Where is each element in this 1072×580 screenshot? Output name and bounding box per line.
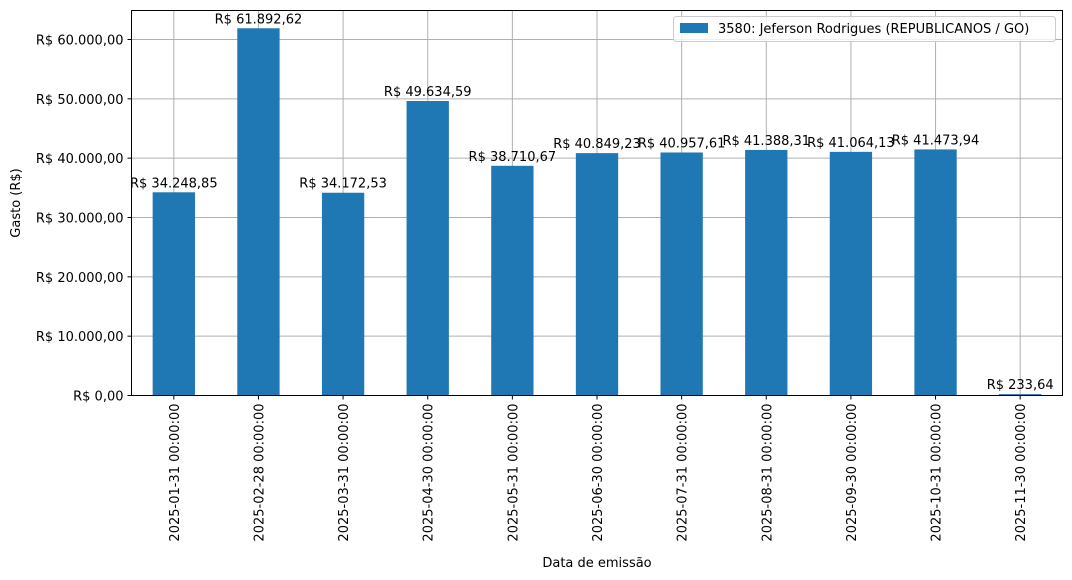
x-axis-ticks: 2025-01-31 00:00:00 2025-02-28 00:00:00 20… bbox=[168, 395, 1029, 542]
bar bbox=[745, 149, 788, 396]
y-tick-label: R$ 60.000,00 bbox=[36, 34, 124, 49]
y-axis-label: Gasto (R$) bbox=[9, 168, 24, 237]
bar-value-label: R$ 41.064,13 bbox=[807, 136, 895, 151]
bar-value-label: R$ 40.849,23 bbox=[553, 137, 641, 152]
bar-value-label: R$ 41.473,94 bbox=[892, 133, 980, 148]
bar-value-label: R$ 34.172,53 bbox=[299, 177, 387, 192]
bar bbox=[914, 149, 957, 396]
y-tick-label: R$ 50.000,00 bbox=[36, 93, 124, 108]
bar bbox=[575, 153, 619, 396]
x-tick-label: 2025-01-31 00:00:00 bbox=[168, 404, 183, 542]
x-tick-label: 2025-09-30 00:00:00 bbox=[845, 404, 860, 542]
bar-value-label: R$ 34.248,85 bbox=[130, 176, 218, 191]
y-tick-label: R$ 0,00 bbox=[73, 390, 123, 405]
bar bbox=[321, 192, 365, 396]
bar-value-label: R$ 233,64 bbox=[987, 378, 1054, 393]
bar bbox=[237, 28, 280, 396]
legend-box bbox=[673, 16, 1056, 42]
bar bbox=[491, 165, 534, 396]
y-axis-ticks: R$ 0,00 R$ 10.000,00 R$ 20.000,00 R$ 30.000… bbox=[36, 34, 132, 405]
bars bbox=[152, 28, 1042, 396]
bar bbox=[406, 101, 449, 396]
x-tick-label: 2025-05-31 00:00:00 bbox=[506, 404, 521, 542]
x-tick-label: 2025-03-31 00:00:00 bbox=[337, 404, 352, 542]
bar-value-label: R$ 61.892,62 bbox=[215, 12, 303, 27]
bar-value-labels: R$ 34.248,85 R$ 61.892,62 R$ 34.172,53 R$ 4… bbox=[130, 12, 1054, 393]
y-tick-label: R$ 40.000,00 bbox=[36, 152, 124, 167]
bar-value-label: R$ 40.957,61 bbox=[638, 136, 726, 151]
y-tick-label: R$ 20.000,00 bbox=[36, 271, 124, 286]
bar bbox=[660, 152, 703, 396]
bar-value-label: R$ 49.634,59 bbox=[384, 85, 472, 100]
y-tick-label: R$ 10.000,00 bbox=[36, 330, 124, 345]
x-tick-label: 2025-06-30 00:00:00 bbox=[591, 404, 606, 542]
legend: 3580: Jeferson Rodrigues (REPUBLICANOS /… bbox=[673, 16, 1056, 42]
bar-value-label: R$ 38.710,67 bbox=[469, 150, 557, 165]
legend-entry-label: 3580: Jeferson Rodrigues (REPUBLICANOS /… bbox=[718, 22, 1029, 37]
x-tick-label: 2025-07-31 00:00:00 bbox=[676, 404, 691, 542]
x-tick-label: 2025-08-31 00:00:00 bbox=[760, 404, 775, 542]
x-tick-label: 2025-02-28 00:00:00 bbox=[252, 404, 267, 542]
x-tick-label: 2025-04-30 00:00:00 bbox=[422, 404, 437, 542]
bar bbox=[829, 151, 873, 396]
x-axis-label: Data de emissão bbox=[542, 556, 651, 571]
bar-value-label: R$ 41.388,31 bbox=[722, 134, 810, 149]
x-tick-label: 2025-10-31 00:00:00 bbox=[930, 404, 945, 542]
legend-swatch bbox=[680, 23, 708, 33]
bar bbox=[152, 192, 195, 396]
x-tick-label: 2025-11-30 00:00:00 bbox=[1014, 404, 1029, 542]
y-tick-label: R$ 30.000,00 bbox=[36, 212, 124, 227]
bar bbox=[999, 394, 1042, 396]
